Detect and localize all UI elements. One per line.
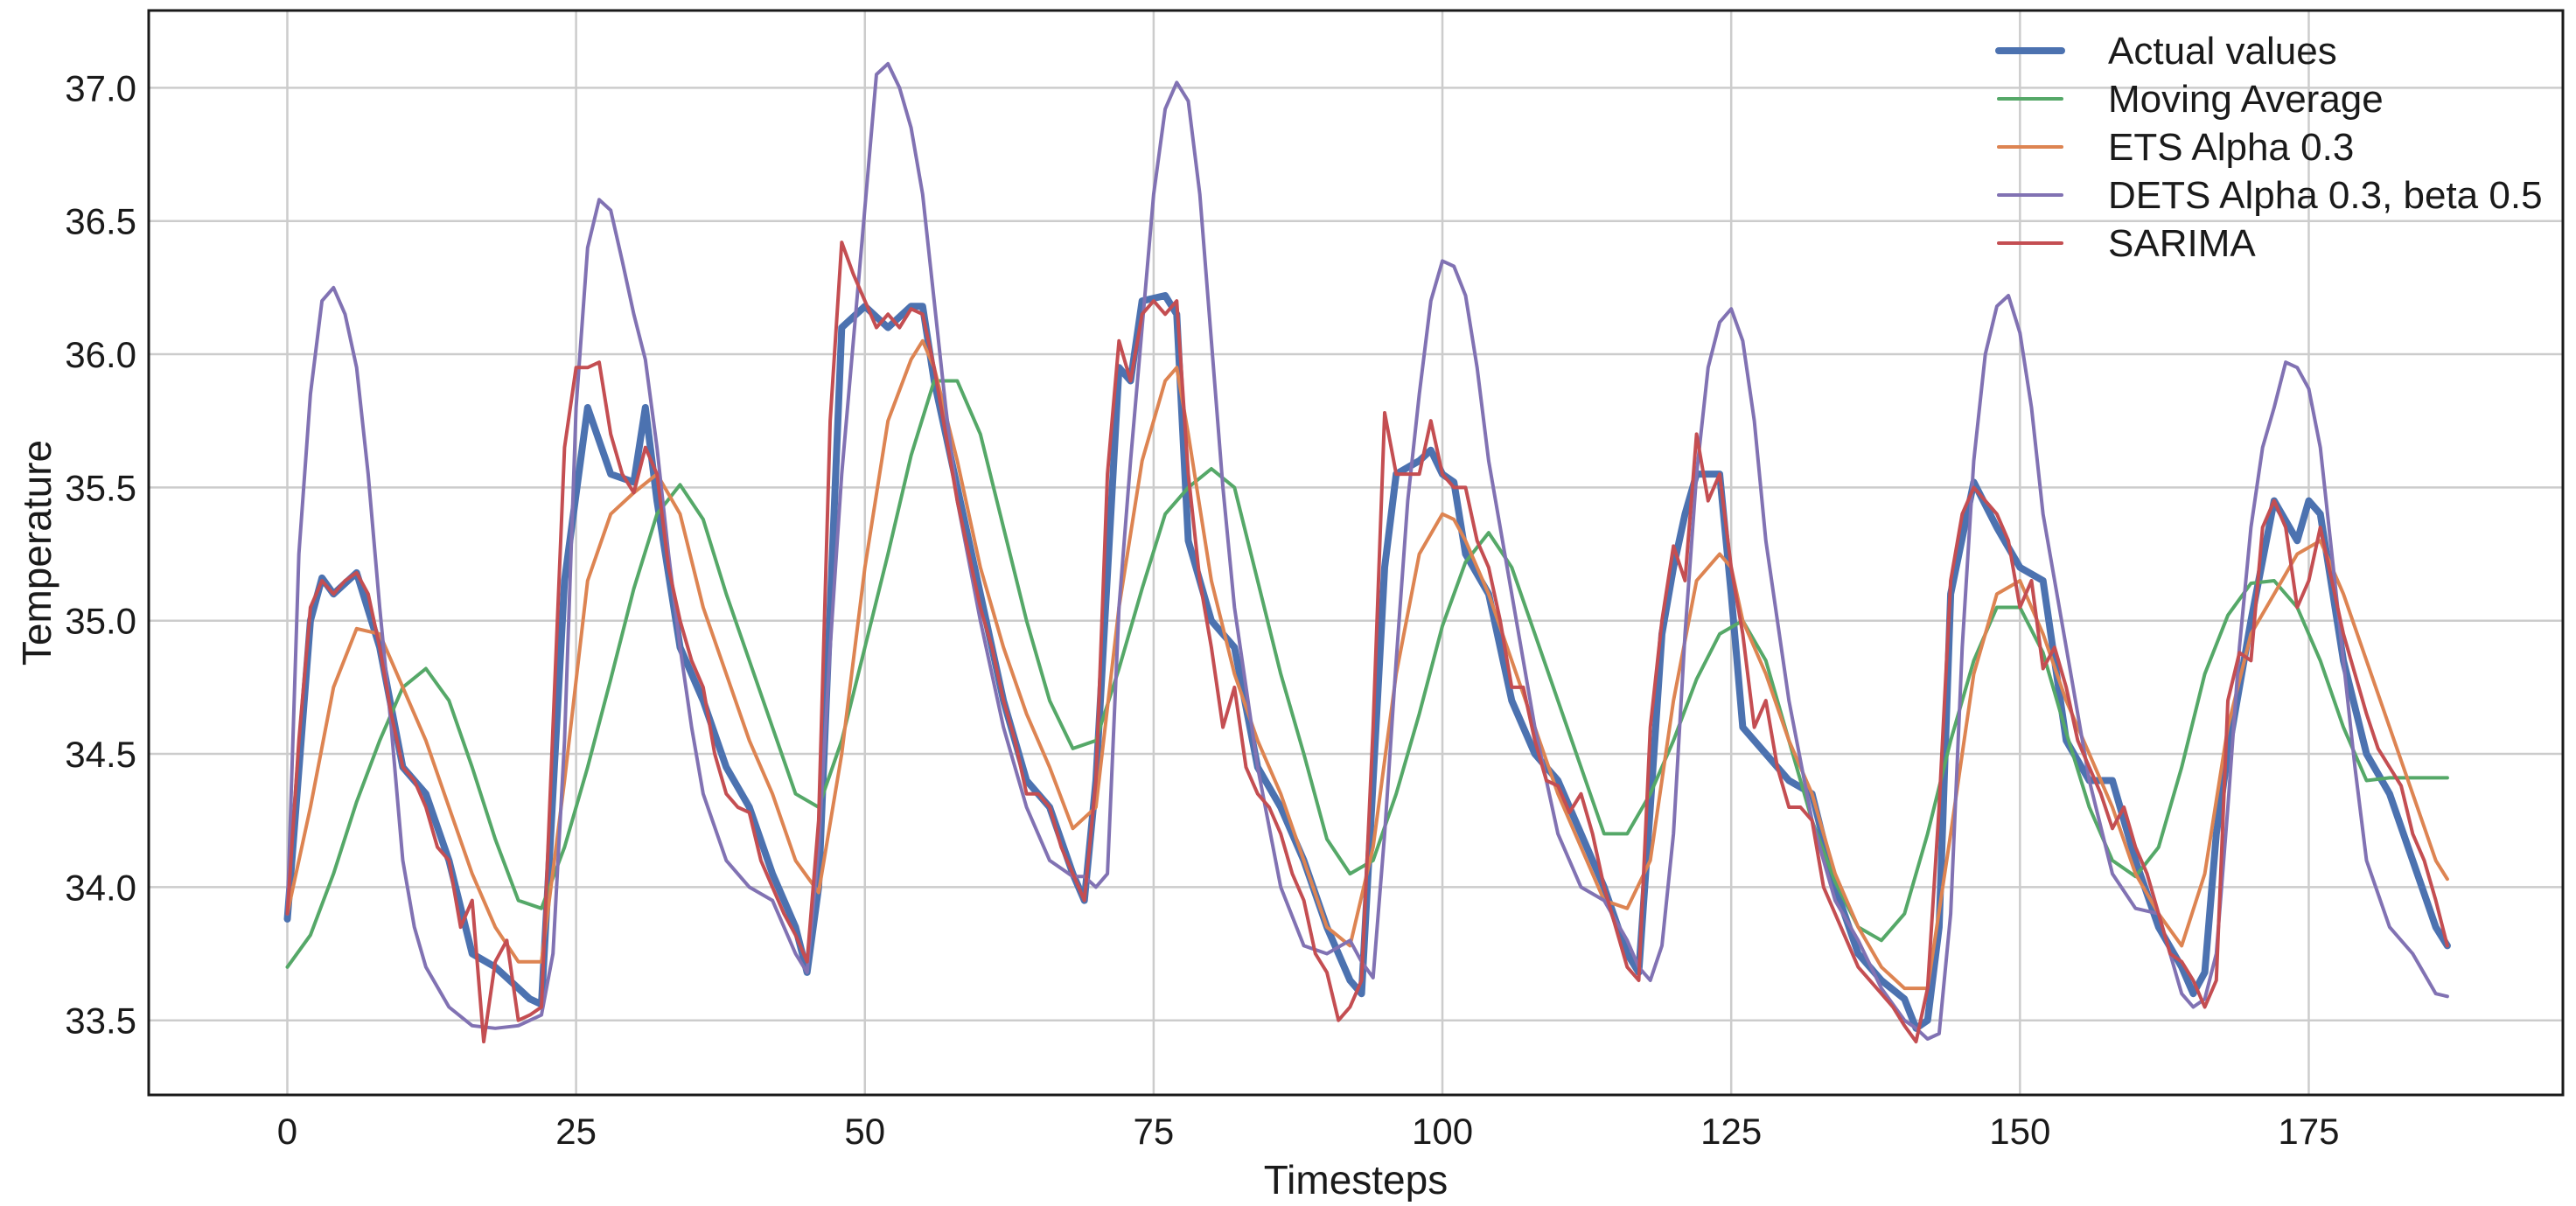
y-tick-label: 35.5 [65,467,136,508]
series-line-0 [283,292,2451,1032]
y-tick-label: 35.0 [65,601,136,642]
y-tick-label: 34.0 [65,867,136,908]
y-tick-label: 33.5 [65,1000,136,1042]
plot-area [149,10,2563,1095]
legend-label: Actual values [2108,30,2337,73]
x-tick-label: 50 [844,1111,885,1152]
y-axis-label: Temperature [14,440,59,666]
legend-label: DETS Alpha 0.3, beta 0.5 [2108,174,2543,217]
series-lines [283,61,2451,1044]
x-tick-label: 75 [1134,1111,1175,1152]
y-tick-label: 34.5 [65,734,136,775]
x-tick-label: 125 [1700,1111,1762,1152]
x-tick-label: 0 [277,1111,297,1152]
series-line-3 [285,61,2449,1041]
series-line-4 [285,241,2449,1044]
tick-labels: 0 25 50 75 100 125 150 175 33.5 34.0 34.5 35.0 35.5 3… [65,67,2339,1152]
plot-frame [147,9,2565,1097]
legend-label: SARIMA [2108,222,2256,265]
legend-label: Moving Average [2108,78,2384,121]
legend: Actual values Moving Average ETS Alpha 0.3… [1995,30,2543,265]
y-tick-label: 36.0 [65,334,136,375]
series-line-1 [285,379,2449,969]
x-tick-label: 100 [1412,1111,1473,1152]
x-tick-label: 150 [1989,1111,2050,1152]
x-tick-label: 175 [2278,1111,2339,1152]
legend-label: ETS Alpha 0.3 [2108,126,2354,169]
y-tick-label: 37.0 [65,67,136,108]
y-tick-label: 36.5 [65,201,136,242]
x-tick-label: 25 [555,1111,597,1152]
x-axis-label: Timesteps [1264,1157,1448,1202]
